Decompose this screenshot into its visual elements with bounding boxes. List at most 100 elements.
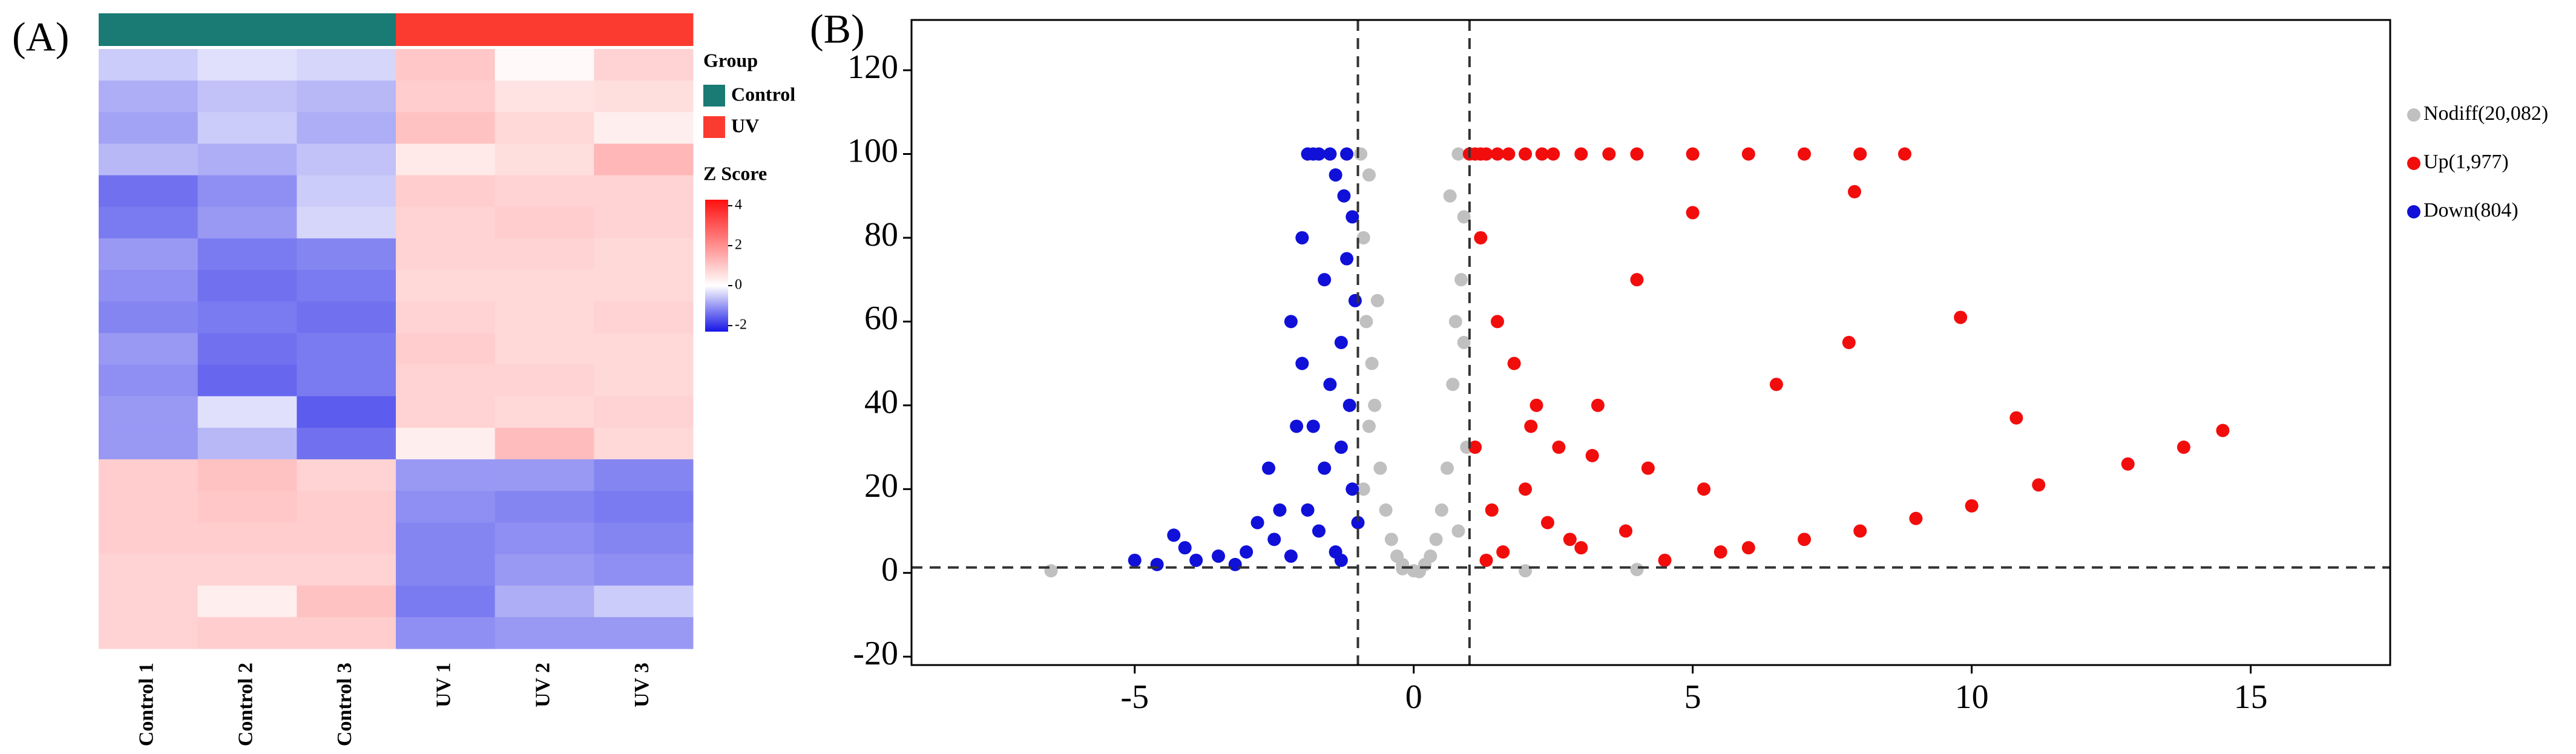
heatmap-cell xyxy=(396,491,496,523)
group-annotation xyxy=(197,13,297,46)
heatmap-cell xyxy=(594,80,694,113)
heatmap-cell xyxy=(396,80,496,113)
point xyxy=(1602,147,1616,161)
point xyxy=(1240,545,1254,559)
heatmap-cell xyxy=(594,238,694,270)
point xyxy=(1741,541,1755,555)
legend-title: Group xyxy=(703,49,758,71)
heatmap-cell xyxy=(197,554,297,586)
heatmap-cell xyxy=(197,617,297,649)
point xyxy=(1351,516,1365,529)
point xyxy=(1346,210,1359,224)
y-tick-label: 100 xyxy=(847,132,898,169)
point xyxy=(1448,315,1462,329)
point xyxy=(1262,461,1276,475)
point xyxy=(1697,482,1711,496)
heatmap-cell xyxy=(99,301,199,333)
heatmap-cell xyxy=(297,49,396,81)
point xyxy=(1591,398,1605,412)
point xyxy=(1798,533,1812,546)
point xyxy=(1519,147,1533,161)
heatmap-cell xyxy=(494,238,594,270)
point xyxy=(1441,461,1454,475)
heatmap-cell xyxy=(594,585,694,618)
heatmap-cell xyxy=(396,143,496,176)
heatmap-cell xyxy=(197,522,297,555)
point xyxy=(1267,533,1281,546)
panel-label: (B) xyxy=(810,6,865,52)
point xyxy=(1468,441,1482,454)
heatmap-cell xyxy=(99,522,199,555)
heatmap-cell xyxy=(197,396,297,428)
point xyxy=(1535,147,1549,161)
point xyxy=(1318,273,1332,287)
point xyxy=(1340,147,1354,161)
heatmap-cell xyxy=(197,585,297,618)
point xyxy=(1954,310,1968,324)
point xyxy=(1630,563,1644,577)
point xyxy=(1451,524,1465,538)
point xyxy=(1898,147,1911,161)
heatmap-cell xyxy=(297,364,396,397)
heatmap-cell xyxy=(494,396,594,428)
heatmap-cell xyxy=(297,270,396,302)
plot-points xyxy=(1044,147,2230,579)
heatmap-cell xyxy=(396,238,496,270)
heatmap-cell xyxy=(494,112,594,144)
heatmap-cell xyxy=(197,491,297,523)
heatmap-cell xyxy=(99,175,199,208)
heatmap-cell xyxy=(297,459,396,491)
column-label: Control 3 xyxy=(334,663,356,746)
colorbar-title: Z Score xyxy=(703,162,767,184)
heatmap-cell xyxy=(99,554,199,586)
heatmap-cell xyxy=(396,617,496,649)
point xyxy=(1334,553,1348,567)
column-label: UV 2 xyxy=(531,663,554,707)
point xyxy=(1446,378,1460,392)
heatmap-cell xyxy=(594,175,694,208)
heatmap-cell xyxy=(594,333,694,366)
heatmap-cell xyxy=(594,112,694,144)
heatmap-cell xyxy=(99,206,199,239)
point xyxy=(1474,231,1488,244)
point xyxy=(1370,293,1384,307)
point xyxy=(2177,441,2190,454)
heatmap-cell xyxy=(197,206,297,239)
point xyxy=(1563,533,1577,546)
point xyxy=(1641,461,1655,475)
heatmap-cell xyxy=(197,112,297,144)
x-tick-label: 5 xyxy=(1684,678,1701,716)
colorbar-tick-label: -2 xyxy=(735,317,747,333)
heatmap-cell xyxy=(297,175,396,208)
point xyxy=(1362,168,1376,182)
heatmap-cell xyxy=(494,585,594,618)
point xyxy=(1150,557,1164,571)
legend-label: Control xyxy=(731,83,795,105)
heatmap-cell xyxy=(297,554,396,586)
point xyxy=(1454,273,1468,287)
heatmap-cell xyxy=(197,459,297,491)
heatmap-cell xyxy=(396,459,496,491)
point xyxy=(1312,147,1326,161)
heatmap-cell xyxy=(99,270,199,302)
point xyxy=(1250,516,1264,529)
point xyxy=(1189,553,1203,567)
heatmap-cell xyxy=(594,491,694,523)
point xyxy=(1479,553,1493,567)
legend-marker xyxy=(2407,157,2420,170)
y-tick-label: 60 xyxy=(864,300,898,337)
heatmap-cell xyxy=(494,301,594,333)
heatmap-cell xyxy=(494,364,594,397)
legend-label: Nodiff(20,082) xyxy=(2423,102,2548,125)
x-tick-label: 15 xyxy=(2234,678,2268,716)
group-annotation xyxy=(494,13,594,46)
point xyxy=(1178,541,1192,555)
y-tick-label: -20 xyxy=(853,635,898,672)
point xyxy=(1909,511,1923,525)
heatmap-cell xyxy=(297,206,396,239)
heatmap-cell xyxy=(297,585,396,618)
heatmap-cell xyxy=(494,143,594,176)
heatmap-cell xyxy=(297,396,396,428)
point xyxy=(1619,524,1633,538)
column-label: Control 1 xyxy=(136,663,158,746)
